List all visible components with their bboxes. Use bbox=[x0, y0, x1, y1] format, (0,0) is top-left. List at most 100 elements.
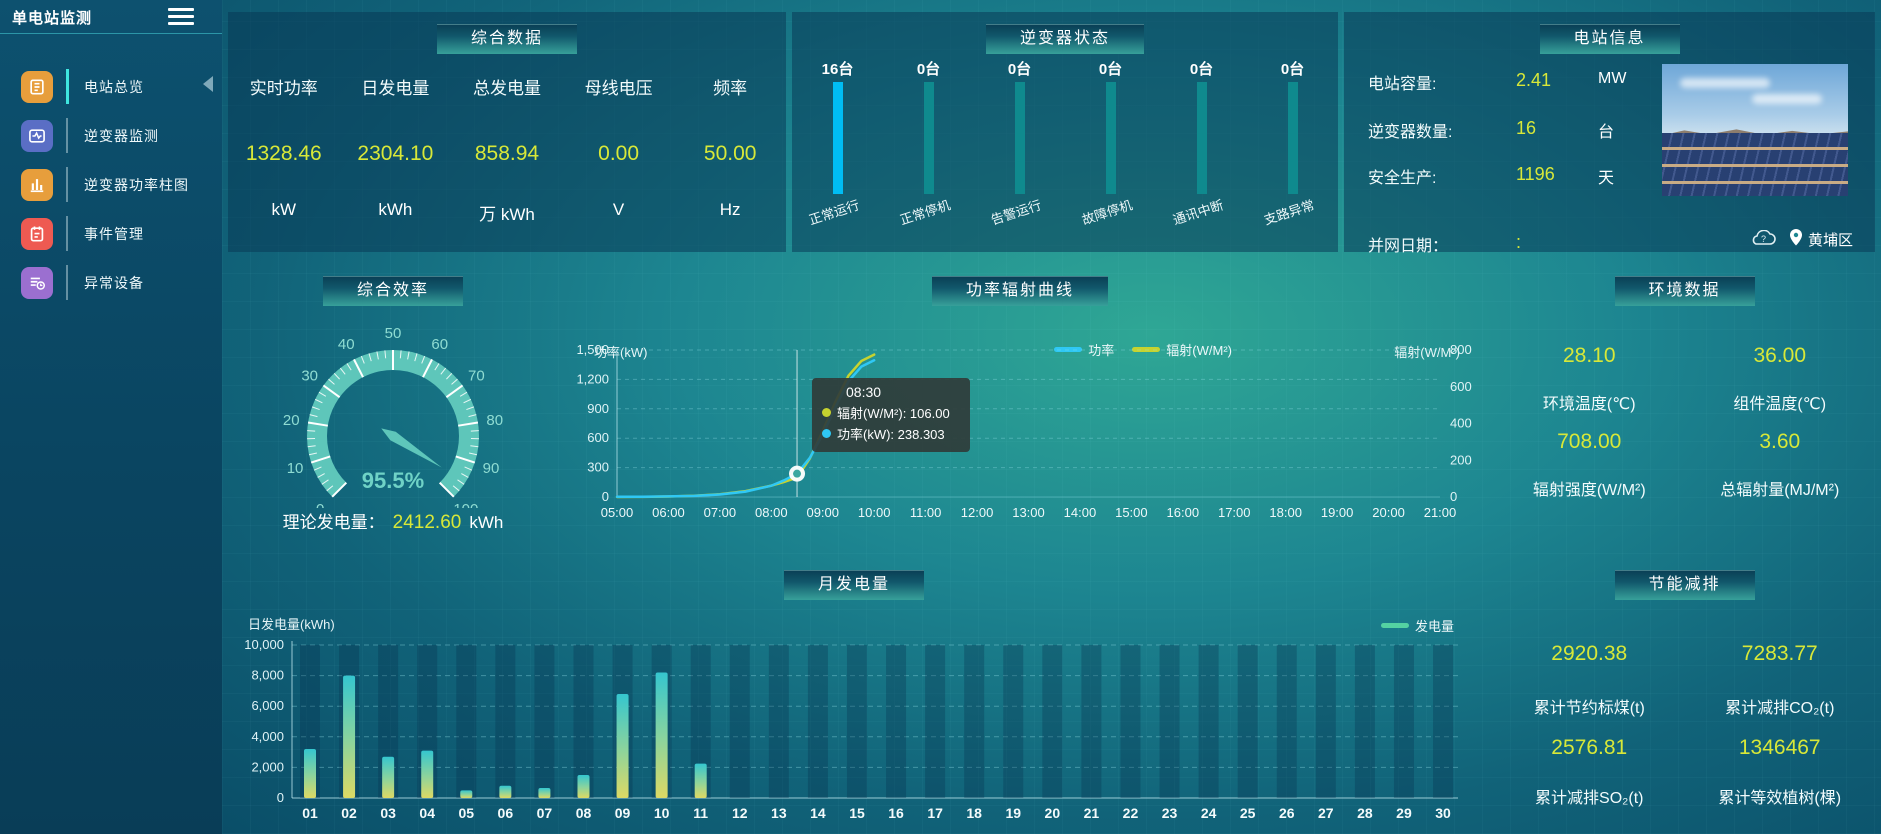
menu-item-divider bbox=[66, 265, 68, 300]
svg-text:26: 26 bbox=[1279, 805, 1295, 821]
menu-item-divider bbox=[66, 118, 68, 153]
theory-generation-value: 2412.60 bbox=[392, 512, 462, 533]
monthly-generation-title: 月发电量 bbox=[783, 570, 925, 600]
svg-text:04: 04 bbox=[419, 805, 435, 821]
summary-metric: 母线电压 0.00 V bbox=[563, 64, 675, 244]
legend-item[interactable]: 辐射(W/M²) bbox=[1132, 340, 1232, 359]
power-radiation-title: 功率辐射曲线 bbox=[931, 276, 1109, 306]
svg-text:10: 10 bbox=[287, 460, 304, 477]
menu-toggle-icon[interactable] bbox=[168, 8, 194, 26]
svg-text:8,000: 8,000 bbox=[251, 668, 284, 683]
monitor-icon bbox=[21, 119, 53, 152]
weather-cloud-icon[interactable]: ? bbox=[1748, 230, 1778, 246]
sidebar-item-4[interactable]: 事件管理 bbox=[0, 209, 222, 258]
svg-text:10:00: 10:00 bbox=[858, 505, 891, 520]
inverter-status-item: 16台 正常运行 bbox=[792, 52, 883, 248]
inverter-count: 0台 bbox=[1098, 61, 1123, 78]
monthly-legend: 发电量 bbox=[1381, 616, 1454, 635]
stat-label: 累计减排SO₂(t) bbox=[1535, 790, 1644, 807]
svg-text:28: 28 bbox=[1357, 805, 1373, 821]
summary-metric: 日发电量 2304.10 kWh bbox=[340, 64, 452, 244]
station-row-unit: MW bbox=[1598, 70, 1627, 87]
svg-text:10,000: 10,000 bbox=[244, 637, 284, 652]
monthly-generation-chart[interactable]: 0 2,000 4,000 6,000 8,000 10,000 01 02 03 04 05 06 0… bbox=[228, 558, 1480, 834]
theory-generation-label: 理论发电量： bbox=[282, 513, 385, 532]
inverter-status-panel: 逆变器状态 16台 正常运行 0台 正常停机 0台 告警运行 0台 故障停机 0台 通讯中断 0台支… bbox=[792, 12, 1338, 252]
svg-text:25: 25 bbox=[1240, 805, 1256, 821]
stat-value: 3.60 bbox=[1759, 430, 1801, 453]
svg-text:05:00: 05:00 bbox=[601, 505, 634, 520]
station-info-title: 电站信息 bbox=[1539, 24, 1680, 54]
svg-text:11: 11 bbox=[693, 805, 708, 821]
svg-text:200: 200 bbox=[1450, 452, 1472, 467]
power-radiation-chart[interactable]: 0 300 600 900 1,200 1,500 0 200 400 600 800 05:00 06… bbox=[558, 264, 1482, 546]
stat-label: 累计等效植树(棵) bbox=[1718, 790, 1842, 807]
environment-panel-title: 环境数据 bbox=[1614, 276, 1755, 306]
metric-unit: V bbox=[612, 200, 625, 219]
metric-label: 频率 bbox=[713, 79, 748, 98]
sidebar-item-2[interactable]: 逆变器监测 bbox=[0, 111, 222, 160]
svg-text:60: 60 bbox=[431, 336, 448, 353]
legend-item[interactable]: 功率 bbox=[1054, 340, 1114, 359]
tooltip-text: 辐射(W/M²): 106.00 bbox=[837, 406, 950, 421]
location-pin-icon[interactable] bbox=[1789, 228, 1803, 246]
stat-value: 708.00 bbox=[1557, 430, 1622, 453]
summary-panel: 综合数据 实时功率 1328.46 kW 日发电量 2304.10 kWh 总发电量 858.… bbox=[228, 12, 786, 252]
tooltip-series-dot bbox=[822, 408, 831, 417]
inverter-status-label: 正常停机 bbox=[897, 197, 952, 228]
inverter-count: 0台 bbox=[1280, 61, 1305, 78]
inverter-bar bbox=[1196, 82, 1207, 194]
sidebar-item-1[interactable]: 电站总览 bbox=[0, 62, 222, 111]
legend-swatch bbox=[1381, 623, 1409, 628]
sidebar-item-label: 事件管理 bbox=[84, 225, 144, 242]
efficiency-gauge: 0 10 20 30 40 50 60 70 80 90 100 95.5% bbox=[283, 325, 503, 508]
legend-swatch bbox=[1132, 347, 1161, 352]
svg-text:23: 23 bbox=[1162, 805, 1178, 821]
theory-generation-unit: kWh bbox=[469, 513, 504, 532]
inverter-bar bbox=[1287, 82, 1298, 194]
metric-value: 858.94 bbox=[474, 142, 540, 165]
right-axis-title: 辐射(W/M²) bbox=[1394, 345, 1460, 360]
inverter-count: 0台 bbox=[1007, 61, 1032, 78]
inverter-count: 0台 bbox=[916, 61, 941, 78]
svg-text:24: 24 bbox=[1201, 805, 1217, 821]
svg-text:19: 19 bbox=[1005, 805, 1021, 821]
stat-value: 28.10 bbox=[1562, 344, 1616, 367]
tooltip-line: 辐射(W/M²): 106.00 bbox=[822, 403, 960, 422]
station-location[interactable]: 黄埔区 bbox=[1808, 232, 1854, 249]
svg-text:4,000: 4,000 bbox=[251, 729, 284, 744]
event-icon bbox=[21, 217, 53, 250]
svg-text:12:00: 12:00 bbox=[961, 505, 994, 520]
metric-value: 0.00 bbox=[598, 142, 640, 165]
svg-text:0: 0 bbox=[602, 489, 609, 504]
inverter-status-label: 支路异常 bbox=[1261, 197, 1316, 228]
inverter-bar bbox=[832, 82, 843, 194]
sidebar-item-3[interactable]: 逆变器功率柱图 bbox=[0, 160, 222, 209]
svg-text:40: 40 bbox=[338, 336, 355, 353]
inverter-bar bbox=[923, 82, 934, 194]
svg-text:08:00: 08:00 bbox=[755, 505, 788, 520]
inverter-status-label: 通讯中断 bbox=[1170, 197, 1225, 228]
svg-text:17:00: 17:00 bbox=[1218, 505, 1251, 520]
svg-text:1,200: 1,200 bbox=[576, 371, 609, 386]
svg-text:07:00: 07:00 bbox=[704, 505, 737, 520]
svg-text:600: 600 bbox=[587, 430, 609, 445]
svg-text:16:00: 16:00 bbox=[1167, 505, 1200, 520]
station-info-panel: 电站信息 电站容量: 2.41 MW 逆变器数量: 16 台安全生产: 1196 天并网日期：… bbox=[1344, 12, 1875, 255]
svg-text:21:00: 21:00 bbox=[1424, 505, 1457, 520]
station-info-row: 并网日期：: bbox=[1368, 232, 1668, 255]
sidebar-item-5[interactable]: 异常设备 bbox=[0, 258, 222, 307]
svg-text:18:00: 18:00 bbox=[1269, 505, 1302, 520]
summary-metric: 频率 50.00 Hz bbox=[674, 64, 786, 244]
svg-text:01: 01 bbox=[302, 805, 318, 821]
station-info-row: 电站容量: 2.41 MW bbox=[1368, 70, 1668, 93]
metric-unit: Hz bbox=[719, 200, 741, 219]
inverter-status-item: 0台 故障停机 bbox=[1065, 52, 1156, 248]
stat-label: 总辐射量(MJ/M²) bbox=[1720, 482, 1840, 499]
svg-text:09:00: 09:00 bbox=[806, 505, 839, 520]
legend-label: 辐射(W/M²) bbox=[1166, 343, 1232, 358]
metric-unit: 万 kWh bbox=[479, 205, 535, 224]
environment-panel: 环境数据 28.10 环境温度(℃) 36.00 组件温度(℃) 708.00 辐射强度(… bbox=[1494, 264, 1875, 546]
legend-item[interactable]: 发电量 bbox=[1381, 616, 1454, 635]
sidebar-collapse-icon[interactable] bbox=[203, 76, 213, 92]
